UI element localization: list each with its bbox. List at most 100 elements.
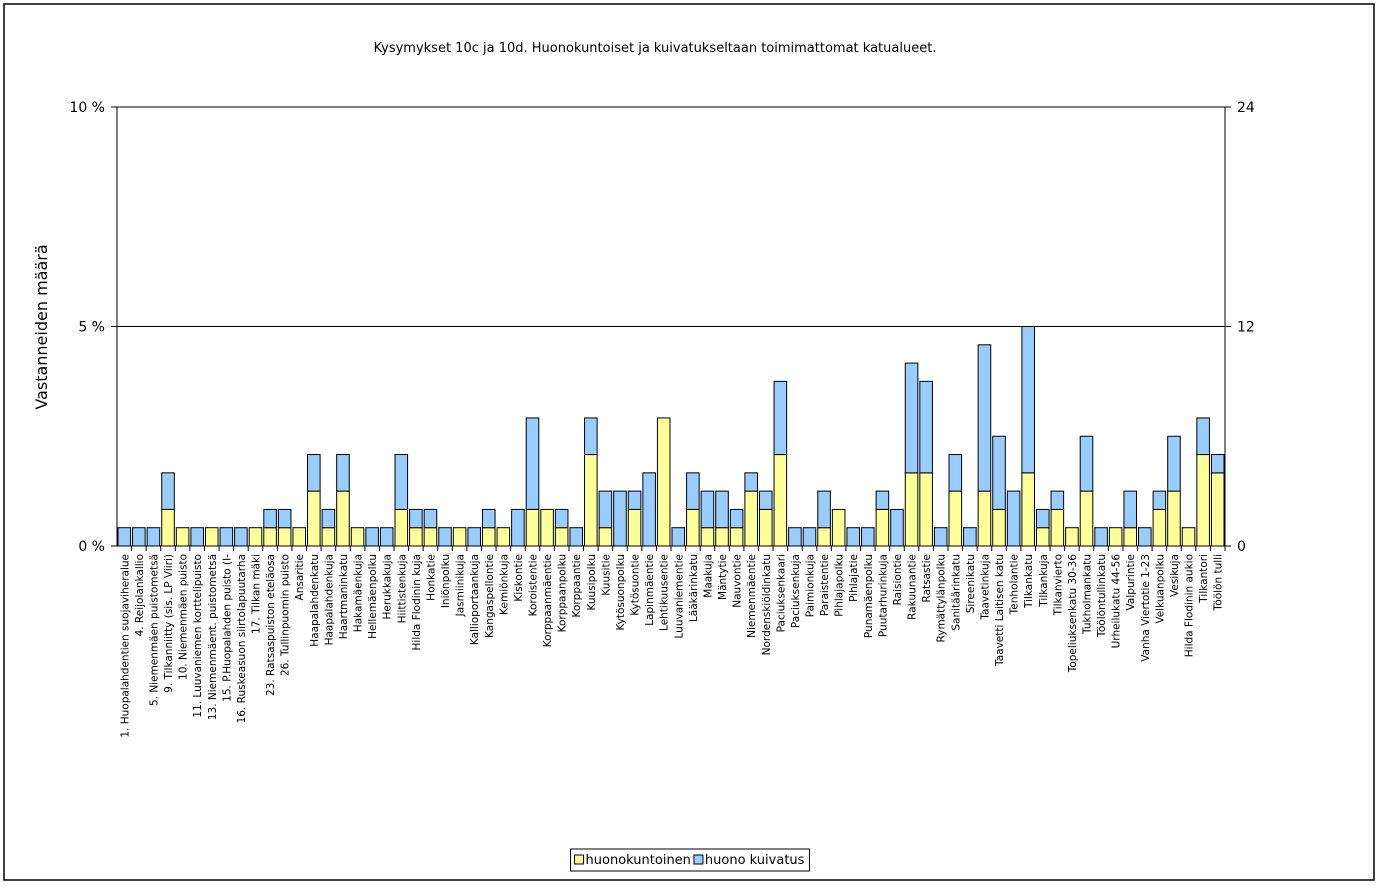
bar-segment xyxy=(117,527,132,547)
x-tick-label: Lääkärinkatu xyxy=(688,554,700,622)
bar-segment xyxy=(161,472,175,510)
x-tick-label: Tilkanvierto xyxy=(1052,554,1064,616)
bar-segment xyxy=(744,490,758,547)
bar-segment xyxy=(175,527,190,547)
bar-segment xyxy=(846,527,861,547)
x-tick-label: Ansaritie xyxy=(294,554,306,600)
bar-segment xyxy=(525,508,540,547)
x-tick-label: Haartmaninkatu xyxy=(338,554,350,639)
x-tick-label: Urheilukatu 44-56 xyxy=(1111,554,1123,649)
bar-segment xyxy=(700,490,715,529)
y-tick-label: 10 % xyxy=(69,100,105,116)
x-tick-label: 13. Niemenmäent. puistometsä xyxy=(207,554,219,720)
bar-segment xyxy=(904,472,919,547)
x-tick-label: Hilda Flodinin kuja xyxy=(411,554,423,650)
bar-segment xyxy=(1006,490,1021,547)
bar-segment xyxy=(919,380,933,474)
bar-segment xyxy=(452,527,467,547)
bar-segment xyxy=(379,527,394,547)
bar-segment xyxy=(875,508,890,547)
bar-segment xyxy=(496,527,511,547)
bar-segment xyxy=(219,527,234,547)
bar-segment xyxy=(321,527,336,547)
bar-segment xyxy=(1196,417,1210,456)
x-tick-label: Taavetti Laitisen katu xyxy=(994,554,1006,667)
x-tick-label: Jasmiinikuja xyxy=(455,554,467,617)
x-tick-label: Haapalahdenkatu xyxy=(309,554,321,647)
x-tick-label: Korppaanpolku xyxy=(557,554,569,632)
x-tick-label: 11. Luuvaniemen korttelipuisto xyxy=(192,554,204,718)
bar-segment xyxy=(598,527,613,547)
x-tick-label: Topeliuksenkatu 30-36 xyxy=(1067,554,1079,674)
bar-segment xyxy=(146,527,161,547)
x-tick-label: Kangaspellontie xyxy=(484,554,496,638)
bar-segment xyxy=(1050,490,1065,510)
bar-segment xyxy=(336,454,350,492)
bar-segment xyxy=(1181,527,1196,547)
bar-segment xyxy=(1196,454,1210,547)
x-tick-label: Korppaantie xyxy=(571,554,583,617)
bar-segment xyxy=(554,527,569,547)
bar-segment xyxy=(1138,527,1152,547)
x-tick-label: Tilkankuja xyxy=(1038,554,1050,608)
x-tick-label: Honkatie xyxy=(425,554,437,601)
x-tick-label: 10. Niemenmäen puisto xyxy=(178,554,190,680)
bar-segment xyxy=(715,527,729,547)
bar-segment xyxy=(1021,326,1035,474)
bar-segment xyxy=(204,527,219,547)
bar-segment xyxy=(481,508,496,529)
bar-segment xyxy=(671,527,686,547)
bar-segment xyxy=(1079,490,1094,547)
bar-segment xyxy=(1152,508,1167,547)
bar-segment xyxy=(467,527,481,547)
x-tick-label: 16. Ruskeasuon siirtolapuutarha xyxy=(236,554,248,723)
x-tick-label: 26. Tullinpuomin puisto xyxy=(280,554,292,676)
bar-segment xyxy=(409,527,423,547)
y2-tick-label: 24 xyxy=(1237,100,1255,116)
x-tick-label: Rakuunantie xyxy=(907,554,919,620)
bar-segment xyxy=(613,490,627,547)
bar-segment xyxy=(977,490,992,547)
bar-segment xyxy=(686,508,700,547)
bar-segment xyxy=(729,527,744,547)
x-tick-label: Tilkantori xyxy=(1198,554,1210,604)
legend-box xyxy=(570,848,810,872)
x-tick-label: 1. Huopalahdentien suojaviheralue xyxy=(119,554,131,738)
x-tick-label: Tenholantie xyxy=(1009,554,1021,615)
bar-segment xyxy=(817,527,831,547)
bar-segment xyxy=(540,508,554,547)
x-tick-label: Kytösuonpolku xyxy=(615,554,627,631)
bar-segment xyxy=(744,472,758,492)
bar-segment xyxy=(394,454,409,510)
bar-segment xyxy=(569,527,584,547)
bar-segment xyxy=(963,527,977,547)
x-tick-label: Niemenmäentie xyxy=(746,554,758,638)
x-tick-label: Kemiönkuja xyxy=(498,554,510,615)
y2-tick-label: 0 xyxy=(1237,539,1246,555)
x-tick-label: Paciuksenkuja xyxy=(790,554,802,628)
bar-segment xyxy=(336,490,350,547)
bar-segment xyxy=(1094,527,1108,547)
bar-segment xyxy=(992,508,1006,547)
bar-segment xyxy=(948,490,963,547)
x-tick-label: Valpurintie xyxy=(1125,554,1137,610)
bar-segment xyxy=(161,508,175,547)
x-tick-label: Iniönpolku xyxy=(440,554,452,608)
bar-segment xyxy=(919,472,933,547)
bar-segment xyxy=(890,508,904,547)
bar-segment xyxy=(817,490,831,529)
bar-segment xyxy=(190,527,204,547)
x-tick-label: Puutarhurinkuja xyxy=(877,554,889,637)
x-tick-label: Rymättylänpolku xyxy=(936,554,948,642)
x-tick-label: Nordenskiöldinkatu xyxy=(761,554,773,655)
chart-border xyxy=(3,3,1375,881)
bar-segment xyxy=(1210,454,1225,474)
bar-segment xyxy=(584,417,598,456)
bar-segment xyxy=(321,508,336,529)
x-tick-label: Maakuja xyxy=(702,554,714,598)
x-tick-label: Kiskontie xyxy=(513,554,525,602)
x-tick-label: Kallioportaankuja xyxy=(469,554,481,645)
x-tick-label: Tukholmankatu xyxy=(1082,554,1094,635)
bar-segment xyxy=(904,362,919,474)
x-tick-label: Korppaanmäentie xyxy=(542,554,554,647)
